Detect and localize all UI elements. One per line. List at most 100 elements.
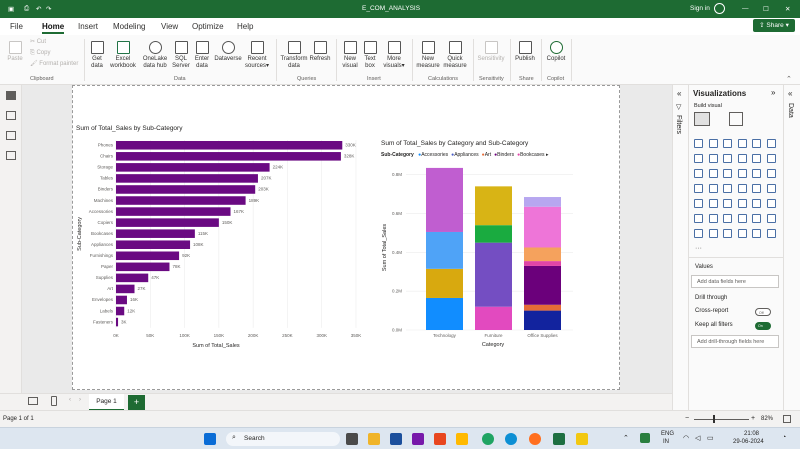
zoom-level[interactable]: 82% bbox=[761, 416, 774, 422]
bar[interactable] bbox=[116, 152, 341, 161]
qa-visual-icon[interactable] bbox=[752, 214, 761, 223]
bar[interactable] bbox=[116, 141, 343, 150]
line-stacked-visual-icon[interactable] bbox=[766, 154, 776, 163]
volume-icon[interactable]: ◁ bbox=[695, 435, 701, 442]
line-visual-icon[interactable] bbox=[694, 154, 703, 163]
legend-next-icon[interactable]: ▸ bbox=[545, 152, 549, 158]
stack-segment[interactable] bbox=[524, 206, 561, 248]
powerbi-taskbar-icon[interactable] bbox=[576, 433, 588, 445]
stacked-column-chart[interactable]: 0.0M 0.2M 0.4M 0.6M 0.8M Technology Furniture O… bbox=[378, 160, 578, 355]
copilot-button[interactable]: Copilot bbox=[544, 41, 568, 63]
notifications-icon[interactable]: ◔ bbox=[782, 434, 787, 441]
tab-optimize[interactable]: Optimize bbox=[192, 22, 224, 31]
treemap-visual-icon[interactable] bbox=[694, 184, 703, 193]
line-column-visual-icon[interactable] bbox=[752, 154, 761, 163]
python-visual-icon[interactable] bbox=[694, 214, 703, 223]
bar[interactable] bbox=[116, 240, 191, 249]
decomposition-tree-visual-icon[interactable] bbox=[737, 214, 747, 223]
tab-home[interactable]: Home bbox=[42, 22, 65, 34]
smart-narrative-visual-icon[interactable] bbox=[766, 214, 776, 223]
zoom-slider[interactable] bbox=[694, 419, 749, 420]
stacked-column-visual-icon[interactable] bbox=[708, 139, 718, 148]
quick-measure-button[interactable]: Quick measure bbox=[441, 41, 469, 70]
bar[interactable] bbox=[116, 284, 135, 294]
arcgis-map-visual-icon[interactable] bbox=[752, 184, 761, 193]
expand-data-icon[interactable]: « bbox=[788, 89, 793, 98]
more-visuals-button[interactable]: More visuals▾ bbox=[381, 41, 407, 70]
security-tray-icon[interactable] bbox=[640, 433, 650, 443]
sql-server-button[interactable]: SQL Server bbox=[172, 41, 190, 70]
share-button[interactable]: ⇪ Share ▾ bbox=[753, 19, 795, 32]
stack-segment[interactable] bbox=[524, 304, 561, 311]
chrome-icon[interactable] bbox=[482, 433, 494, 445]
bar[interactable] bbox=[116, 251, 180, 261]
bar[interactable] bbox=[116, 185, 256, 194]
donut-visual-icon[interactable] bbox=[766, 169, 776, 178]
clustered-bar-visual-icon[interactable] bbox=[723, 139, 732, 148]
excel-workbook-button[interactable]: Excel workbook bbox=[108, 41, 138, 70]
battery-icon[interactable]: ▭ bbox=[707, 435, 714, 442]
tab-insert[interactable]: Insert bbox=[78, 22, 99, 31]
data-pane[interactable]: « Data bbox=[783, 85, 800, 410]
sticky-notes-icon[interactable] bbox=[456, 433, 468, 445]
stack-segment[interactable] bbox=[475, 225, 512, 243]
system-tray-icon[interactable]: ⌃ bbox=[623, 435, 629, 442]
stack-segment[interactable] bbox=[475, 186, 512, 226]
file-explorer-icon[interactable] bbox=[368, 433, 380, 445]
bar[interactable] bbox=[116, 174, 258, 183]
button-slicer-visual-icon[interactable] bbox=[752, 229, 761, 238]
filled-map-visual-icon[interactable] bbox=[723, 184, 732, 193]
stack-segment[interactable] bbox=[524, 261, 561, 266]
dax-query-view-icon[interactable] bbox=[6, 151, 16, 160]
bar-chart[interactable]: 0K 50K 100K 150K 200K 250K 300K 350K Phones 330K C… bbox=[72, 135, 372, 350]
new-measure-button[interactable]: New measure bbox=[415, 41, 441, 70]
area-visual-icon[interactable] bbox=[708, 154, 718, 163]
cross-report-toggle[interactable]: Off bbox=[755, 308, 771, 316]
cut-button[interactable]: ✂ Cut bbox=[30, 39, 47, 45]
bar[interactable] bbox=[116, 229, 195, 238]
mobile-layout-icon[interactable] bbox=[51, 396, 57, 406]
edge-icon[interactable] bbox=[505, 433, 517, 445]
bar[interactable] bbox=[116, 273, 149, 283]
excel-taskbar-icon[interactable] bbox=[553, 433, 565, 445]
signin-link[interactable]: Sign in bbox=[690, 5, 710, 12]
clustered-column-visual-icon[interactable] bbox=[737, 139, 747, 148]
metrics-visual-icon[interactable] bbox=[737, 229, 747, 238]
table-visual-icon[interactable] bbox=[752, 199, 761, 208]
stack-segment[interactable] bbox=[524, 310, 561, 330]
wifi-icon[interactable]: ◠ bbox=[683, 435, 690, 442]
mail-icon[interactable] bbox=[390, 433, 402, 445]
close-icon[interactable]: ✕ bbox=[785, 6, 791, 13]
tab-view[interactable]: View bbox=[161, 22, 179, 31]
avatar-icon[interactable] bbox=[714, 3, 725, 14]
100-bar-visual-icon[interactable] bbox=[752, 139, 761, 148]
scatter-visual-icon[interactable] bbox=[737, 169, 747, 178]
tab-help[interactable]: Help bbox=[237, 22, 254, 31]
bar[interactable] bbox=[116, 262, 170, 272]
ribbon-visual-icon[interactable] bbox=[694, 169, 703, 178]
drill-through-well[interactable]: Add drill-through fields here bbox=[691, 335, 779, 348]
100-area-visual-icon[interactable] bbox=[737, 154, 747, 163]
waterfall-visual-icon[interactable] bbox=[708, 169, 718, 178]
paste-button[interactable]: Paste bbox=[6, 41, 24, 63]
legend-item[interactable]: ●Art bbox=[482, 152, 491, 158]
dataverse-button[interactable]: Dataverse bbox=[212, 41, 244, 63]
onenote-icon[interactable] bbox=[412, 433, 424, 445]
bar[interactable] bbox=[116, 196, 246, 205]
tab-file[interactable]: File bbox=[10, 22, 23, 31]
legend-item[interactable]: ●Binders bbox=[494, 152, 514, 158]
clock-date[interactable]: 29-06-2024 bbox=[733, 439, 764, 445]
stack-segment[interactable] bbox=[475, 242, 512, 307]
save-icon[interactable]: ⎙ bbox=[24, 5, 30, 12]
format-visual-tab-icon[interactable] bbox=[729, 112, 743, 126]
stack-segment[interactable] bbox=[426, 297, 463, 330]
stacked-bar-visual-icon[interactable] bbox=[694, 139, 703, 148]
legend-item[interactable]: ●Accessories bbox=[418, 152, 448, 158]
model-view-icon[interactable] bbox=[6, 131, 16, 140]
publish-button[interactable]: Publish bbox=[513, 41, 537, 63]
pie-visual-icon[interactable] bbox=[752, 169, 761, 178]
zoom-in-icon[interactable]: + bbox=[751, 415, 756, 422]
windows-start-icon[interactable] bbox=[204, 433, 216, 445]
narrative-visual-icon[interactable] bbox=[766, 229, 776, 238]
stack-segment[interactable] bbox=[426, 167, 463, 232]
